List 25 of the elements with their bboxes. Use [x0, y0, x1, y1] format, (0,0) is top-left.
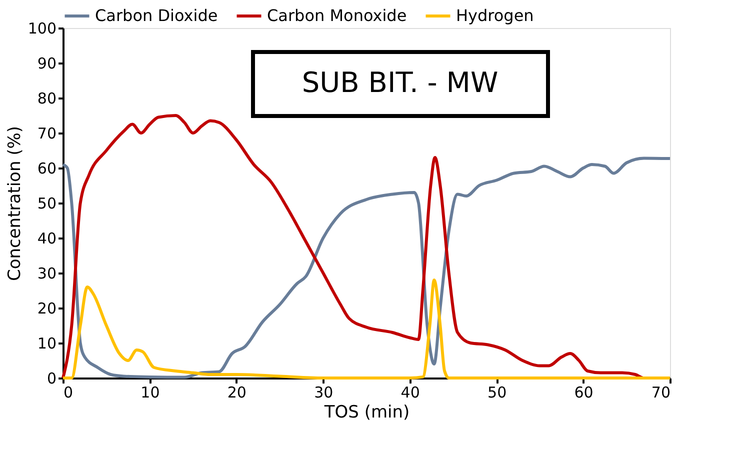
y-tick-label: 20: [37, 300, 56, 318]
y-tick-label: 100: [28, 20, 56, 38]
x-tick-label: 40: [400, 384, 420, 402]
legend-label: Carbon Monoxide: [267, 6, 407, 25]
y-tick-label: 0: [46, 370, 56, 388]
y-tick-label: 60: [37, 160, 56, 178]
legend-label: Carbon Dioxide: [95, 6, 218, 25]
y-tick-label: 10: [37, 334, 56, 352]
legend-label: Hydrogen: [456, 6, 534, 25]
y-tick-label: 80: [37, 90, 56, 108]
y-tick-label: 90: [37, 54, 56, 72]
x-tick-label: 70: [651, 384, 670, 402]
x-tick-label: 20: [227, 384, 246, 402]
y-axis-title: Concentration (%): [4, 126, 25, 282]
y-tick-label: 70: [37, 124, 56, 142]
x-tick-label: 0: [64, 384, 74, 402]
y-tick-label: 40: [37, 230, 56, 248]
annotation: SUB BIT. - MW: [302, 66, 498, 99]
y-tick-label: 30: [37, 264, 56, 282]
x-tick-label: 60: [574, 384, 594, 402]
x-tick-label: 30: [314, 384, 334, 402]
y-tick-label: 50: [37, 194, 56, 212]
x-axis-title: TOS (min): [323, 402, 410, 422]
x-tick-label: 50: [488, 384, 507, 402]
x-tick-label: 10: [140, 384, 160, 402]
